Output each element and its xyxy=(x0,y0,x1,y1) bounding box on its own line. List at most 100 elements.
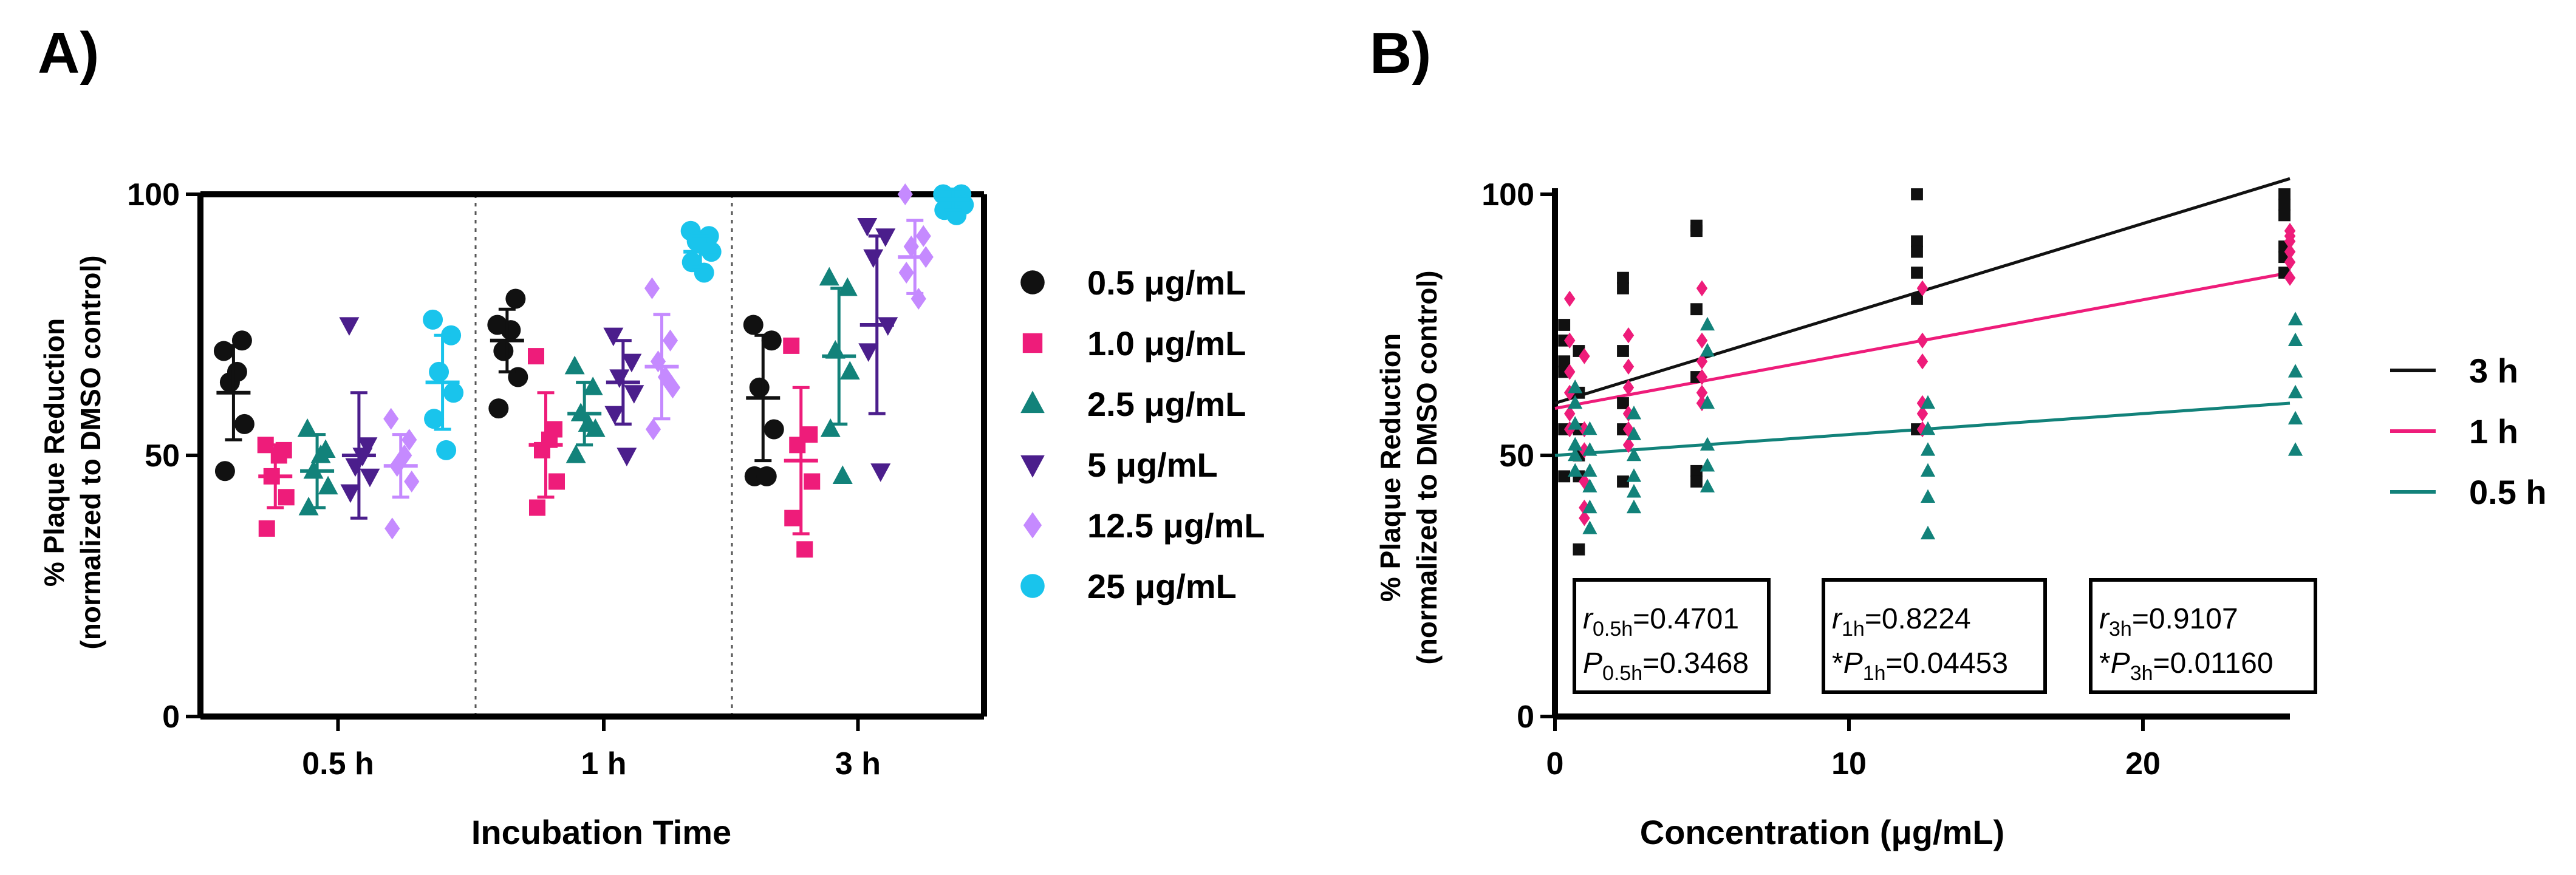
y-tick-label: 50 xyxy=(145,438,180,474)
data-point xyxy=(1690,303,1703,316)
data-point xyxy=(1563,332,1576,349)
data-point xyxy=(784,509,801,526)
stats-box: r3h=0.9107 *P3h=0.01160 xyxy=(2089,578,2317,694)
data-point xyxy=(1911,245,1923,258)
data-point xyxy=(340,484,361,503)
data-point xyxy=(1568,416,1583,430)
data-point xyxy=(318,475,338,495)
data-point xyxy=(863,249,884,268)
data-point xyxy=(583,376,603,395)
stats-box-frame xyxy=(1822,578,2047,694)
chart-b: 0 50 100 0 10 20 r0.5h=0.4701 P0.5h=0.3468 r1h… xyxy=(1375,177,2547,851)
data-point xyxy=(2287,312,2303,325)
y-tick-label: 0 xyxy=(1517,700,1534,735)
stats-p-text: *P1h=0.04453 xyxy=(1832,647,2008,685)
data-point xyxy=(529,499,545,516)
data-point xyxy=(1568,447,1583,461)
data-point xyxy=(1700,437,1715,451)
panel-b-label: B) xyxy=(1370,21,1431,86)
data-point xyxy=(564,355,585,375)
data-point xyxy=(2284,254,2296,270)
legend-label: 1.0 μg/mL xyxy=(1087,324,1246,363)
data-point xyxy=(297,418,318,437)
x-tick-label: 10 xyxy=(1831,746,1867,781)
data-point xyxy=(1582,499,1597,514)
data-point xyxy=(227,361,247,382)
data-point xyxy=(565,444,586,463)
data-point xyxy=(1916,280,1929,296)
chart-b-legend: 3 h 1 h 0.5 h xyxy=(2390,352,2547,511)
legend-label: 25 μg/mL xyxy=(1087,567,1237,605)
data-point xyxy=(429,361,449,382)
stats-box: r0.5h=0.4701 P0.5h=0.3468 xyxy=(1573,578,1771,694)
data-point xyxy=(819,267,839,286)
data-point xyxy=(749,377,770,398)
data-point xyxy=(1696,395,1708,412)
data-point xyxy=(645,418,661,440)
data-point xyxy=(1568,380,1583,393)
chart-a-y-axis-label-line2: (normalized to DMSO control) xyxy=(75,255,106,649)
data-point xyxy=(694,262,714,283)
data-point xyxy=(870,463,891,482)
data-point xyxy=(915,225,931,247)
data-point xyxy=(820,418,841,437)
data-point xyxy=(664,376,681,399)
data-point xyxy=(508,367,528,387)
data-point xyxy=(837,277,858,296)
data-point xyxy=(756,466,777,486)
data-point xyxy=(1582,520,1597,534)
chart-a-legend: 0.5 μg/mL 1.0 μg/mL 2.5 μg/mL 5 μg/mL 12.5 μ… xyxy=(1020,264,1265,605)
data-point xyxy=(644,277,660,299)
data-point xyxy=(2287,364,2303,378)
data-point xyxy=(384,517,400,540)
y-tick-label: 50 xyxy=(1499,438,1534,474)
data-point xyxy=(1690,475,1703,488)
data-point xyxy=(360,468,380,488)
data-point xyxy=(875,228,896,247)
chart-a-x-axis-label: Incubation Time xyxy=(471,813,731,851)
data-point xyxy=(1622,406,1635,422)
data-point xyxy=(1558,355,1571,368)
data-point xyxy=(796,541,813,558)
data-point xyxy=(1700,342,1715,357)
data-point xyxy=(1622,327,1635,344)
data-point xyxy=(213,341,234,361)
data-point xyxy=(1568,395,1583,409)
data-point xyxy=(234,414,255,434)
data-point xyxy=(339,317,360,336)
data-point xyxy=(1626,499,1642,514)
data-point xyxy=(2284,270,2296,286)
x-tick-label: 0 xyxy=(1546,746,1564,781)
data-point xyxy=(2284,233,2296,250)
data-point xyxy=(1920,421,1936,435)
stats-r-text: r0.5h=0.4701 xyxy=(1583,603,1739,641)
data-point xyxy=(603,327,624,347)
stats-box-frame xyxy=(2089,578,2317,694)
data-point xyxy=(1622,421,1635,438)
data-point xyxy=(1911,267,1923,279)
data-point xyxy=(1579,473,1590,490)
data-point xyxy=(1563,364,1576,380)
data-point xyxy=(1696,332,1708,349)
data-point xyxy=(1690,225,1703,237)
data-point xyxy=(1696,384,1708,401)
data-point xyxy=(1617,345,1629,357)
data-point xyxy=(1626,468,1642,482)
chart-a-errorbars xyxy=(216,187,970,536)
data-point xyxy=(278,489,295,506)
data-point xyxy=(1617,282,1629,295)
chart-b-y-axis-label-line1: % Plaque Reduction xyxy=(1375,333,1406,602)
data-point xyxy=(2278,209,2291,222)
data-point xyxy=(270,447,287,464)
data-point xyxy=(604,406,625,425)
data-point xyxy=(1696,280,1708,296)
data-point xyxy=(903,236,919,257)
stats-box: r1h=0.8224 *P1h=0.04453 xyxy=(1822,578,2047,694)
data-point xyxy=(1622,437,1635,453)
legend-label: 3 h xyxy=(2469,352,2518,390)
data-point xyxy=(1696,369,1708,386)
legend-label: 12.5 μg/mL xyxy=(1087,506,1265,545)
data-point xyxy=(2287,384,2303,399)
data-point xyxy=(839,361,860,380)
data-point xyxy=(488,398,509,419)
